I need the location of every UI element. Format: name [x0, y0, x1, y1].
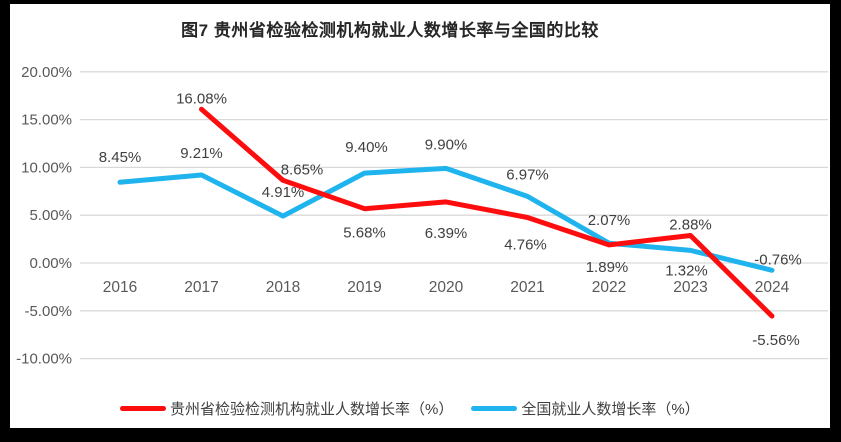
data-point-label: 5.68%: [343, 225, 386, 242]
data-point-label: 9.40%: [345, 139, 388, 156]
chart-card: [10, 4, 830, 428]
y-tick-label: -10.00%: [16, 351, 72, 368]
data-point-label: 4.91%: [262, 184, 305, 201]
data-point-label: 8.45%: [99, 149, 142, 166]
x-tick-label: 2017: [184, 279, 218, 296]
data-point-label: 8.65%: [281, 161, 324, 178]
legend-item-national: 全国就业人数增长率（%）: [471, 398, 700, 419]
series-line-1: [199, 106, 775, 319]
legend-item-guizhou: 贵州省检验检测机构就业人数增长率（%）: [120, 398, 453, 419]
data-point-label: 9.90%: [425, 136, 468, 153]
x-tick-label: 2024: [755, 279, 790, 296]
chart-title: 图7 贵州省检验检测机构就业人数增长率与全国的比较: [181, 21, 599, 40]
data-point-label: -5.56%: [752, 332, 800, 349]
series-line-0: [117, 165, 775, 273]
data-point-label: 16.08%: [176, 90, 227, 107]
y-tick-label: 5.00%: [29, 207, 72, 224]
chart-legend: 贵州省检验检测机构就业人数增长率（%） 全国就业人数增长率（%）: [120, 398, 700, 419]
x-tick-label: 2021: [510, 279, 544, 296]
data-point-label: 2.07%: [588, 212, 631, 229]
data-point-label: 1.89%: [586, 259, 629, 276]
data-point-label: 6.39%: [425, 225, 468, 242]
x-tick-label: 2022: [592, 279, 626, 296]
x-tick-label: 2023: [673, 279, 707, 296]
x-tick-label: 2020: [429, 279, 464, 296]
data-point-label: -0.76%: [754, 251, 802, 268]
national-series-swatch: [471, 406, 518, 411]
y-tick-label: 15.00%: [21, 112, 72, 129]
x-tick-label: 2018: [266, 279, 300, 296]
data-point-label: 6.97%: [506, 166, 549, 183]
x-tick-label: 2016: [103, 279, 137, 296]
data-point-label: 9.21%: [180, 145, 223, 162]
data-point-label: 2.88%: [669, 216, 712, 233]
y-tick-label: 10.00%: [21, 159, 72, 176]
guizhou-series-swatch: [120, 406, 166, 411]
y-tick-label: -5.00%: [24, 303, 72, 320]
legend-label-guizhou: 贵州省检验检测机构就业人数增长率（%）: [170, 401, 454, 418]
legend-label-national: 全国就业人数增长率（%）: [521, 401, 700, 418]
y-tick-label: 0.00%: [29, 255, 72, 272]
data-point-label: 1.32%: [665, 262, 708, 279]
y-tick-label: 20.00%: [21, 64, 72, 81]
x-tick-label: 2019: [347, 279, 381, 296]
data-point-label: 4.76%: [504, 236, 547, 253]
